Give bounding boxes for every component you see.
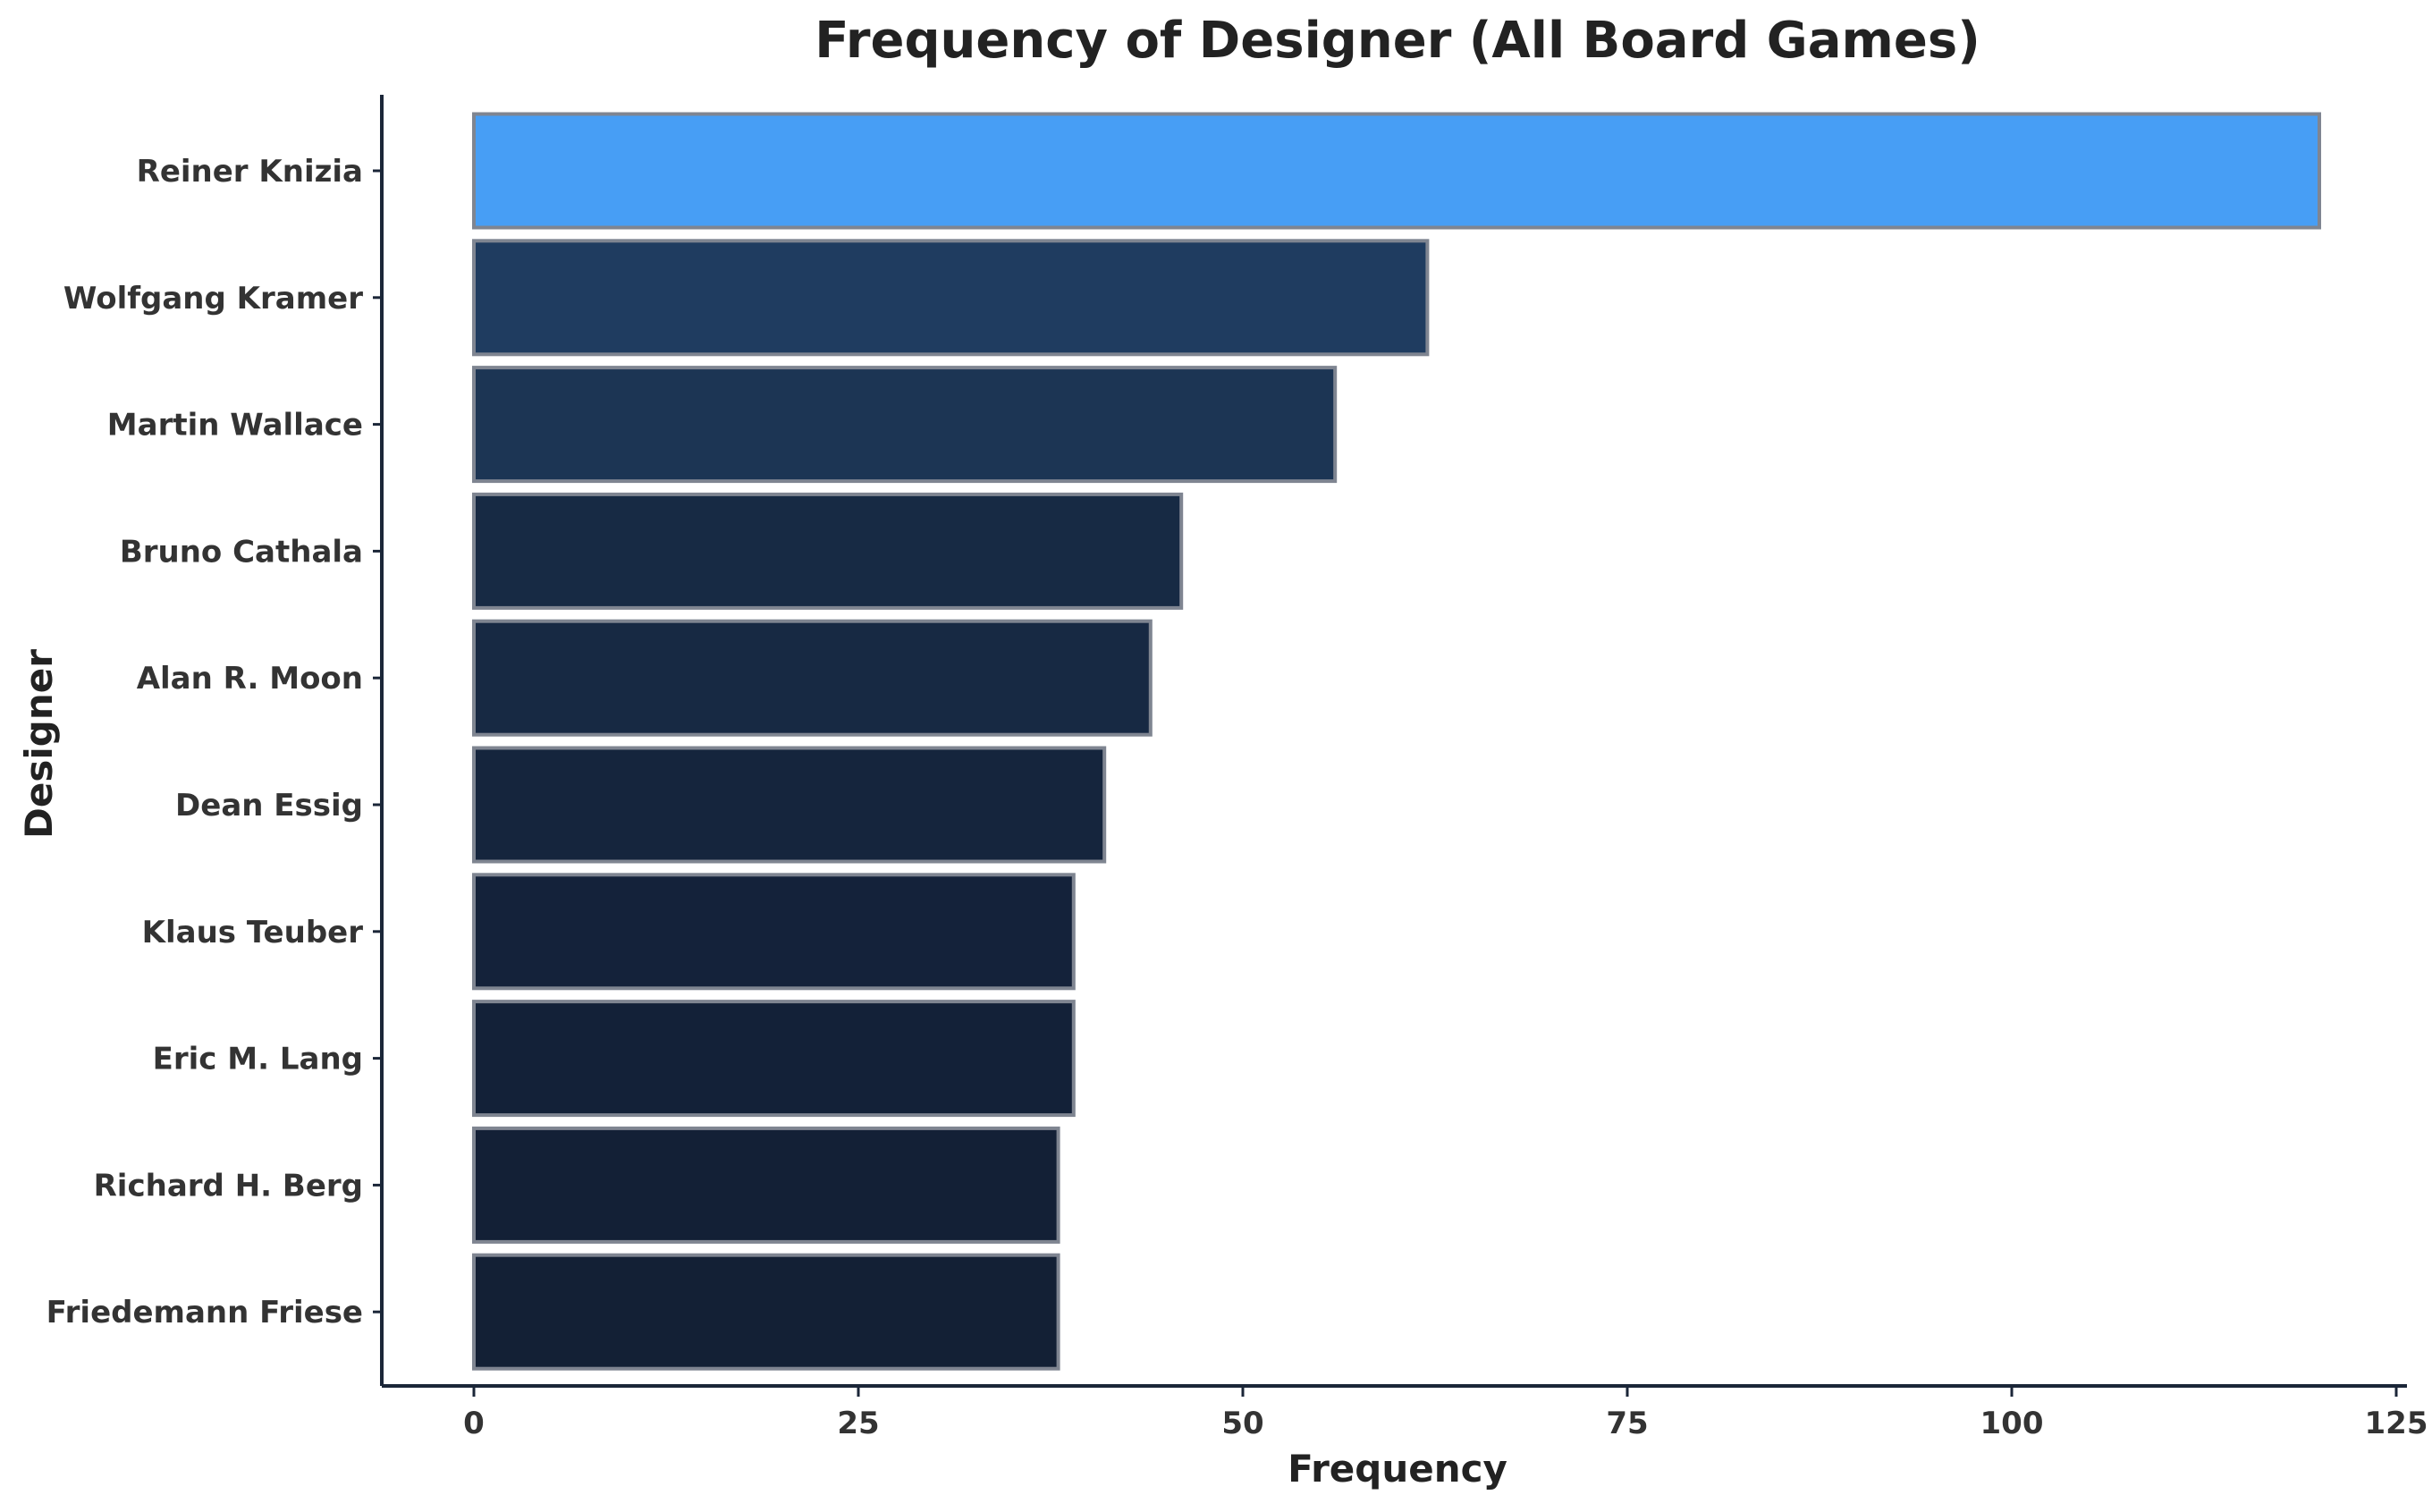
y-tick-label: Friedemann Friese: [46, 1295, 363, 1330]
bar: [472, 1253, 1060, 1371]
y-tick-label: Eric M. Lang: [153, 1042, 363, 1077]
y-tick-label: Martin Wallace: [107, 408, 363, 443]
y-tick-label: Richard H. Berg: [94, 1168, 363, 1204]
y-tick-label: Reiner Knizia: [137, 154, 363, 190]
y-tick-label: Wolfgang Kramer: [63, 281, 363, 317]
x-tick-label: 25: [837, 1406, 879, 1441]
y-tick-label: Alan R. Moon: [137, 661, 363, 697]
chart-title: Frequency of Designer (All Board Games): [815, 12, 1980, 70]
bar: [472, 112, 2321, 230]
bars-group: [472, 112, 2321, 1371]
y-tick-label: Bruno Cathala: [120, 534, 363, 570]
bar: [472, 1000, 1076, 1118]
x-tick-label: 125: [2365, 1406, 2428, 1441]
bar: [472, 873, 1076, 991]
bar: [472, 492, 1184, 610]
bar: [472, 239, 1430, 357]
bar: [472, 746, 1107, 864]
x-tick-label: 100: [1980, 1406, 2044, 1441]
bar: [472, 1126, 1060, 1244]
x-axis-title: Frequency: [1288, 1447, 1507, 1491]
x-tick-label: 75: [1606, 1406, 1648, 1441]
x-tick-label: 50: [1221, 1406, 1263, 1441]
x-tick-label: 0: [463, 1406, 485, 1441]
y-tick-label: Dean Essig: [175, 788, 363, 824]
y-tick-labels: Reiner Knizia Wolfgang Kramer Martin Walla…: [46, 154, 382, 1330]
y-tick-label: Klaus Teuber: [142, 915, 364, 950]
bar: [472, 366, 1338, 484]
x-tick-labels: 0 25 50 75 100 125: [463, 1386, 2428, 1441]
y-axis-title: Designer: [17, 649, 61, 839]
bar: [472, 619, 1153, 737]
